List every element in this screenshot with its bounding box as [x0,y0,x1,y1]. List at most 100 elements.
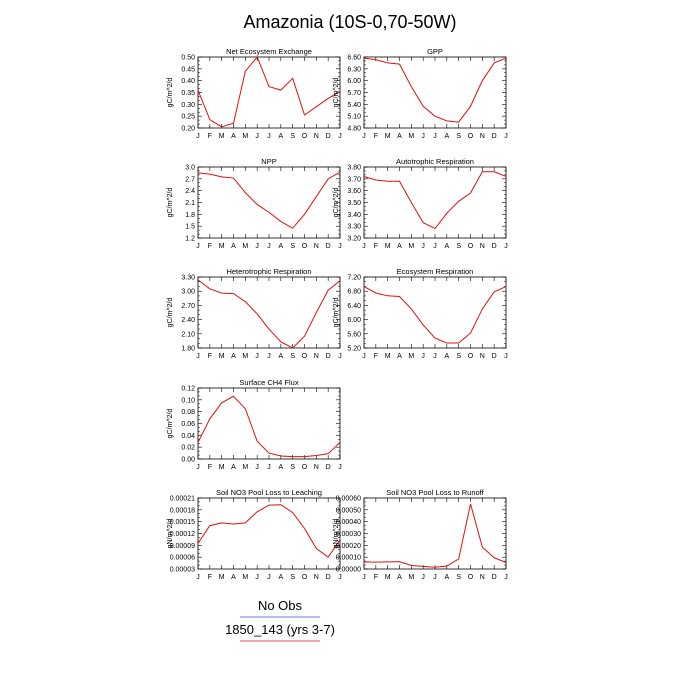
y-tick-label: 0.00003 [170,567,195,574]
x-tick-label: D [492,243,497,250]
y-tick-label: 0.00030 [336,531,361,538]
x-tick-label: J [362,243,366,250]
y-axis-label: gC/m^2/d [167,298,174,328]
x-tick-label: N [314,353,319,360]
plot-frame [363,56,507,129]
y-tick-label: 2.1 [185,200,195,207]
x-tick-label: O [468,574,474,581]
x-tick-label: J [196,243,200,250]
chart-panel-9: Soil NO3 Pool Loss to Runoff 0.00000 0.000… [333,488,508,581]
x-tick-label: M [408,353,414,360]
chart-panel-6: Ecosystem Respiration 5.20 5.60 6.00 6.40 6.8… [333,267,508,360]
panel-title: Net Ecosystem Exchange [226,47,312,56]
legend-label-obs: No Obs [258,598,303,613]
x-tick-label: J [338,574,342,581]
x-tick-label: N [314,243,319,250]
series-line [197,56,341,128]
y-tick-label: 3.50 [347,200,361,207]
x-tick-label: S [290,243,295,250]
series-line [363,286,507,344]
panel-title: Soil NO3 Pool Loss to Leaching [216,488,322,497]
x-tick-label: J [433,133,437,140]
figure-title: Amazonia (10S-0,70-50W) [243,12,456,32]
chart-panel-7: Surface CH4 Flux 0.00 0.02 0.04 0.06 0.08 0.10… [167,378,342,471]
x-tick-label: S [290,574,295,581]
x-tick-label: J [196,574,200,581]
x-tick-label: F [374,353,378,360]
x-tick-label: N [314,464,319,471]
y-tick-label: 2.10 [181,331,195,338]
x-tick-label: J [267,353,271,360]
x-tick-label: F [208,133,212,140]
y-tick-label: 4.80 [347,126,361,133]
y-tick-label: 0.50 [181,55,195,62]
panel-title: Ecosystem Respiration [397,267,474,276]
x-tick-label: D [492,133,497,140]
x-tick-label: A [397,574,402,581]
x-tick-label: A [278,133,283,140]
y-tick-label: 6.40 [347,303,361,310]
x-tick-label: O [302,464,308,471]
y-tick-label: 0.00 [181,457,195,464]
x-tick-label: J [267,243,271,250]
x-tick-label: N [314,133,319,140]
x-tick-label: J [196,353,200,360]
x-tick-label: F [374,243,378,250]
x-tick-label: A [231,133,236,140]
x-tick-label: A [397,353,402,360]
x-tick-label: A [231,353,236,360]
x-tick-label: J [421,574,425,581]
x-tick-label: A [444,243,449,250]
plot-frame [197,387,341,460]
x-tick-label: J [421,243,425,250]
x-tick-label: S [456,353,461,360]
x-tick-label: J [362,353,366,360]
y-tick-label: 5.20 [347,346,361,353]
x-tick-label: M [242,133,248,140]
plot-frame [363,166,507,239]
y-axis-label: gC/m^2/d [333,78,340,108]
plot-frame [197,276,341,349]
y-tick-label: 0.00006 [170,555,195,562]
y-tick-label: 3.70 [347,176,361,183]
x-tick-label: O [302,243,308,250]
x-tick-label: M [219,243,225,250]
x-tick-label: J [421,353,425,360]
plot-frame [197,56,341,129]
y-tick-label: 0.06 [181,421,195,428]
y-tick-label: 1.2 [185,236,195,243]
x-tick-label: A [444,133,449,140]
x-tick-label: O [468,133,474,140]
chart-panel-4: Autotrophic Respiration 3.20 3.30 3.40 3.50 3… [333,157,508,250]
x-tick-label: S [290,133,295,140]
y-tick-label: 5.10 [347,114,361,121]
x-tick-label: J [255,243,259,250]
y-tick-label: 3.80 [347,165,361,172]
x-tick-label: M [219,133,225,140]
series-line [363,503,507,568]
chart-panel-8: Soil NO3 Pool Loss to Leaching 0.00003 0.0… [167,488,342,581]
y-tick-label: 3.30 [347,224,361,231]
x-tick-label: M [385,353,391,360]
y-tick-label: 2.7 [185,176,195,183]
panel-title: Autotrophic Respiration [396,157,474,166]
x-tick-label: S [456,243,461,250]
series-line [197,279,341,349]
legend-label-model: 1850_143 (yrs 3-7) [225,622,335,637]
y-axis-label: gC/m^2/d [167,78,174,108]
y-tick-label: 0.00018 [170,507,195,514]
chart-panel-5: Heterotrophic Respiration 1.80 2.10 2.40 2.7… [167,267,342,360]
x-tick-label: O [302,133,308,140]
y-tick-label: 0.35 [181,90,195,97]
y-tick-label: 0.20 [181,126,195,133]
x-tick-label: M [408,133,414,140]
x-tick-label: M [242,464,248,471]
y-tick-label: 0.25 [181,114,195,121]
x-tick-label: J [196,464,200,471]
y-tick-label: 0.00050 [336,507,361,514]
x-tick-label: J [338,243,342,250]
y-axis-label: gC/m^2/d [167,409,174,439]
